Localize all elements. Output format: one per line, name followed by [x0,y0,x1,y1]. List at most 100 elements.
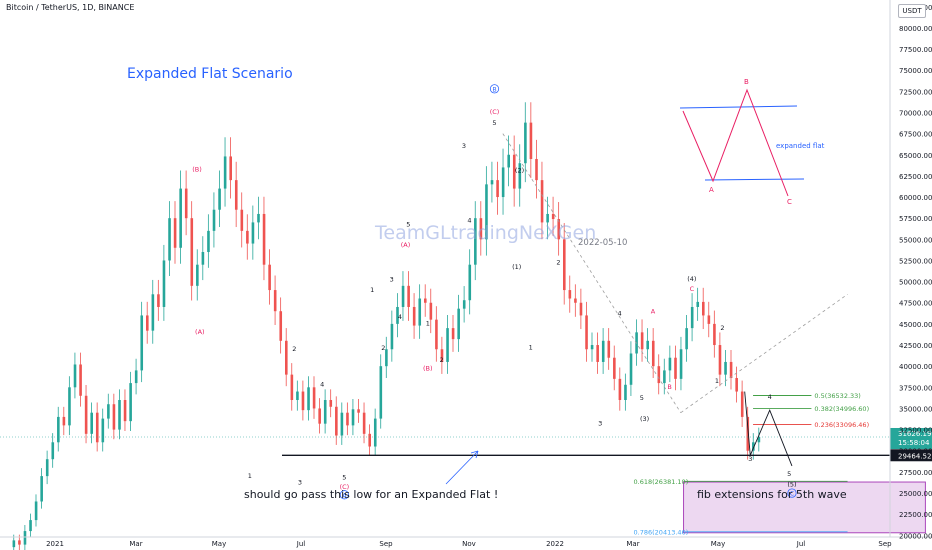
candle-body [618,378,622,401]
candle-body [674,357,677,379]
candle-body [690,306,694,329]
y-tick-label: 75000.00 [899,67,932,75]
candle-body [351,409,355,426]
candle-body [601,340,605,362]
candle-body [707,315,711,324]
candle-body [151,294,155,331]
candle-body [79,364,82,396]
candle-body [412,306,416,326]
candle-body [613,357,616,379]
current-price-label: 31626.19 [898,430,931,438]
candle-body [40,476,43,502]
candle-body [546,213,549,223]
wave-label: 3 [598,419,602,427]
wave-label: (2) [515,167,524,175]
y-tick-label: 35000.00 [899,405,932,413]
candle-body [112,404,116,430]
support-price-tag [890,449,932,462]
candle-body [51,442,55,460]
candle-body [579,302,583,316]
x-tick-label: May [711,540,725,548]
wave-label: 1 [426,320,430,328]
y-tick-label: 45000.00 [899,321,932,329]
candle-body [651,340,655,367]
candle-body [285,340,288,375]
wave-circle [339,490,349,500]
y-tick-label: 52500.00 [899,257,932,265]
candle-body [162,260,166,307]
candle-body [146,315,149,331]
candle-body [607,340,611,358]
candle-body [624,384,627,401]
diagram-label: expanded flat [776,142,825,150]
candle-body [557,219,561,240]
candle-body [62,416,66,426]
wave-label: (C) [340,483,350,491]
x-tick-label: Jul [796,540,806,548]
wave-label: C [690,285,695,293]
countdown-label: 15:58:04 [898,439,930,447]
candle-body [129,383,132,422]
y-tick-label: 25000.00 [899,490,932,498]
wave-label: B [667,383,671,391]
support-price-label: 29464.52 [898,452,931,460]
wave-label: (1) [512,263,521,271]
x-tick-label: May [212,540,226,548]
candle-body [679,349,683,379]
candle-body [323,400,327,424]
candle-body [746,416,750,451]
candle-body [485,184,488,240]
candle-body [512,154,516,189]
wave-label: A [342,492,347,499]
wave-label: (A) [195,328,205,336]
candle-body [290,374,294,401]
wave-label: (B) [423,364,433,372]
candle-body [23,531,27,545]
diagram-zigzag [682,88,789,197]
wave-label: 2 [556,259,560,267]
candle-body [101,418,105,443]
wave-label: 4 [398,313,402,321]
candle-body [724,361,727,375]
candle-body [501,167,505,198]
chart-title: Expanded Flat Scenario [127,66,293,82]
candle-body [201,252,205,265]
candle-body [529,122,533,159]
candle-body [73,364,77,388]
diagram-point-c: C [787,198,792,206]
y-tick-label: 37500.00 [899,384,932,392]
wave-labels: (B)(A)12345(C)A12345(A)12(B)34(C)5B(2)(1… [192,84,797,500]
candle-body [551,213,555,220]
candle-body [468,264,472,301]
candle-body [95,412,99,443]
y-tick-label: 72500.00 [899,88,932,96]
candle-body [590,345,594,350]
trendline [680,293,848,414]
candle-body [18,540,21,545]
candle-body [574,298,577,303]
candle-body [296,391,299,401]
currency-badge[interactable]: USDT [898,4,926,18]
candle-body [223,156,227,189]
wave-label: 4 [467,216,471,224]
candle-body [429,302,433,320]
x-tick-label: Jul [296,540,306,548]
y-tick-label: 47500.00 [899,300,932,308]
current-price-tag [890,427,932,449]
candle-body [318,408,321,424]
symbol-header: Bitcoin / TetherUS, 1D, BINANCE [6,3,135,12]
candle-body [179,188,182,248]
candle-body [713,323,716,346]
y-tick-label: 55000.00 [899,236,932,244]
candle-body [184,188,188,219]
x-tick-label: Sep [878,540,892,548]
candle-body [368,433,371,447]
candle-body [207,230,210,253]
wave-label: 5 [787,470,791,478]
y-tick-label: 77500.00 [899,46,932,54]
candle-body [640,332,644,350]
wave-label: 5 [406,221,410,229]
